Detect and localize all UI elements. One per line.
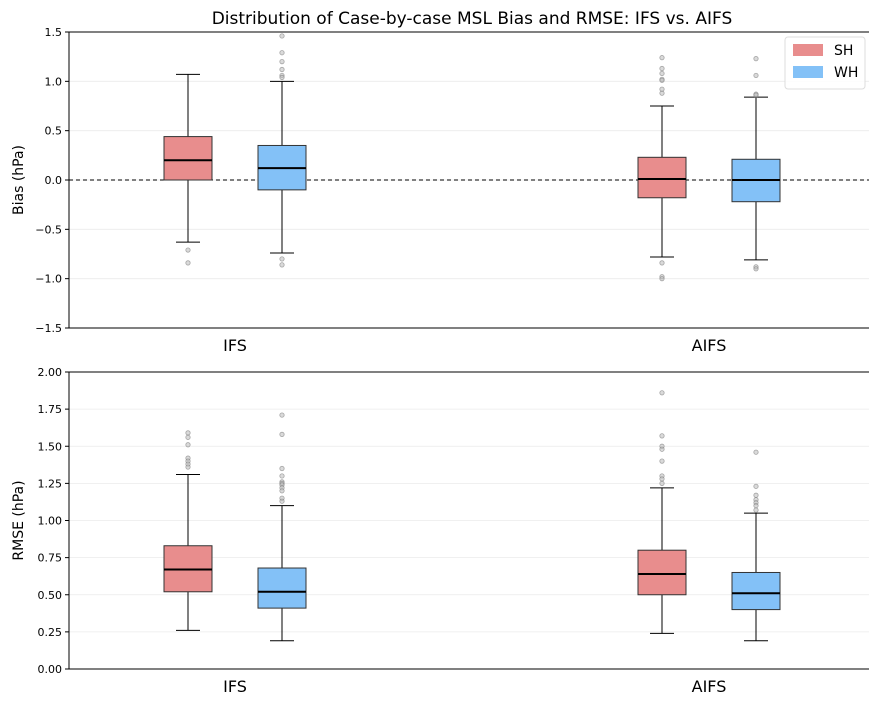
outlier-point	[659, 260, 665, 266]
y-tick-label: 0.0	[45, 174, 63, 187]
outlier-point	[185, 434, 191, 440]
y-tick-label: 0.50	[38, 589, 63, 602]
outlier-point	[659, 446, 665, 452]
box-iqr	[257, 567, 307, 609]
panel-bias: −1.5 −1.0 −0.5 0.0 0.5 1.0 1.5 IFS AIFS Bias (hPa…	[11, 26, 869, 355]
legend-label-wh: WH	[834, 65, 858, 81]
box-iqr	[637, 156, 687, 199]
outlier-point	[279, 412, 285, 418]
legend-label-sh: SH	[834, 43, 853, 59]
outlier-point	[185, 247, 191, 253]
outlier-point	[279, 465, 285, 472]
box-wh-aifs	[731, 56, 781, 272]
y-tick-label: −1.0	[35, 273, 62, 286]
y-axis-label: RMSE (hPa)	[11, 480, 27, 560]
x-tick-label: IFS	[223, 677, 247, 696]
outlier-point	[753, 507, 759, 513]
outlier-point	[659, 276, 665, 282]
outlier-point	[659, 90, 665, 96]
box-sh-aifs	[637, 55, 687, 282]
outlier-point	[753, 56, 759, 62]
outlier-point	[279, 256, 285, 262]
y-tick-label: 1.00	[38, 515, 63, 528]
outlier-point	[659, 433, 665, 439]
outlier-point	[753, 492, 759, 498]
panel-rmse: 0.00 0.25 0.50 0.75 1.00 1.25 1.50 1.75 2.00 IFS A…	[11, 366, 869, 696]
outlier-point	[279, 473, 285, 479]
box-sh-aifs	[637, 390, 687, 634]
y-tick-label: −0.5	[35, 223, 62, 236]
outlier-point	[279, 262, 285, 268]
y-tick-label: 2.00	[38, 366, 63, 379]
x-tick-label: AIFS	[692, 336, 727, 355]
outlier-point	[659, 70, 665, 77]
box-wh-ifs	[257, 412, 307, 642]
y-tick-label: 0.5	[45, 125, 63, 138]
box-wh-aifs	[731, 449, 781, 642]
outlier-point	[753, 266, 759, 272]
outlier-point	[659, 480, 665, 486]
outlier-point	[279, 50, 285, 56]
outlier-point	[185, 260, 191, 266]
outlier-point	[279, 74, 285, 80]
y-tick-label: 0.75	[38, 552, 63, 565]
outlier-point	[279, 66, 285, 73]
outlier-point	[279, 498, 285, 504]
y-tick-label: 1.0	[45, 75, 63, 88]
outlier-point	[279, 33, 285, 39]
chart-title: Distribution of Case-by-case MSL Bias an…	[212, 9, 733, 29]
outlier-point	[659, 458, 665, 464]
outlier-point	[659, 390, 665, 396]
outlier-point	[659, 476, 665, 482]
y-tick-label: 1.50	[38, 440, 63, 453]
outlier-point	[659, 65, 665, 72]
box-iqr	[731, 571, 781, 611]
y-tick-label: 0.25	[38, 626, 63, 639]
outlier-point	[185, 464, 191, 470]
y-tick-label: 1.25	[38, 477, 63, 490]
outlier-point	[753, 92, 759, 98]
legend: SH WH	[784, 36, 866, 90]
outlier-point	[753, 503, 759, 509]
outlier-point	[753, 72, 759, 79]
legend-swatch-wh	[793, 66, 823, 78]
box-iqr	[637, 549, 687, 596]
box-sh-ifs	[163, 430, 213, 631]
y-tick-label: 0.00	[38, 663, 63, 676]
y-tick-label: 1.75	[38, 403, 63, 416]
legend-swatch-sh	[793, 44, 823, 56]
y-axis-label: Bias (hPa)	[11, 145, 27, 215]
y-tick-label: −1.5	[35, 322, 62, 335]
box-wh-ifs	[257, 33, 307, 268]
outlier-point	[753, 483, 759, 489]
box-sh-ifs	[163, 73, 213, 266]
outlier-point	[753, 449, 759, 455]
x-tick-label: AIFS	[692, 677, 727, 696]
x-tick-label: IFS	[223, 336, 247, 355]
y-tick-label: 1.5	[45, 26, 63, 39]
outlier-point	[659, 77, 665, 83]
outlier-point	[659, 55, 665, 61]
outlier-point	[279, 58, 285, 65]
outlier-point	[185, 442, 191, 448]
box-iqr	[163, 136, 213, 181]
outlier-point	[279, 431, 285, 437]
outlier-point	[279, 488, 285, 494]
outlier-point	[185, 430, 191, 436]
